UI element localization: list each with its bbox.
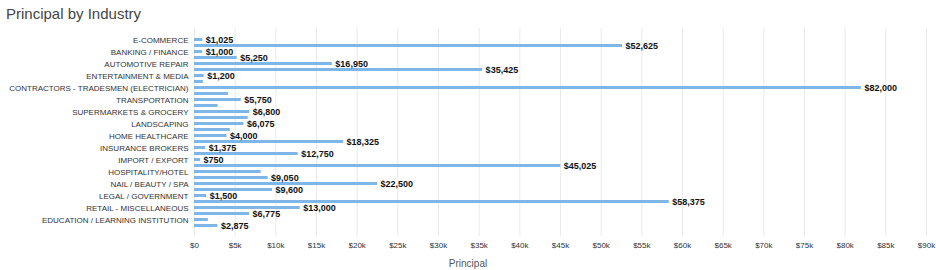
svg-text:LANDSCAPING: LANDSCAPING <box>131 120 188 129</box>
svg-text:AUTOMOTIVE REPAIR: AUTOMOTIVE REPAIR <box>104 60 188 69</box>
svg-text:$5,750: $5,750 <box>244 95 272 105</box>
svg-text:$52,625: $52,625 <box>626 41 659 51</box>
svg-text:BANKING / FINANCE: BANKING / FINANCE <box>111 48 189 57</box>
svg-text:$0: $0 <box>190 241 199 250</box>
svg-text:$70k: $70k <box>755 241 773 250</box>
svg-text:INSURANCE BROKERS: INSURANCE BROKERS <box>100 144 188 153</box>
svg-text:$80k: $80k <box>836 241 854 250</box>
svg-text:$45k: $45k <box>552 241 570 250</box>
svg-text:$58,375: $58,375 <box>672 197 705 207</box>
svg-text:$2,875: $2,875 <box>221 221 249 231</box>
svg-text:HOSPITALITY/HOTEL: HOSPITALITY/HOTEL <box>108 168 189 177</box>
svg-text:$35,425: $35,425 <box>486 65 519 75</box>
svg-text:$30k: $30k <box>430 241 448 250</box>
svg-text:$6,800: $6,800 <box>253 107 281 117</box>
svg-text:$55k: $55k <box>633 241 651 250</box>
svg-text:$15k: $15k <box>308 241 326 250</box>
svg-text:$20k: $20k <box>348 241 366 250</box>
svg-text:$60k: $60k <box>674 241 692 250</box>
svg-text:$40k: $40k <box>511 241 529 250</box>
svg-text:$45,025: $45,025 <box>564 161 597 171</box>
svg-text:$13,000: $13,000 <box>303 203 336 213</box>
svg-text:$5,250: $5,250 <box>240 53 268 63</box>
svg-text:$82,000: $82,000 <box>864 83 897 93</box>
html-text:Principal: Principal <box>448 258 488 269</box>
svg-text:$35k: $35k <box>470 241 488 250</box>
svg-text:E-COMMERCE: E-COMMERCE <box>133 36 189 45</box>
svg-text:$18,325: $18,325 <box>347 137 380 147</box>
svg-text:HOME HEALTHCARE: HOME HEALTHCARE <box>109 132 188 141</box>
svg-text:$65k: $65k <box>714 241 732 250</box>
svg-text:LEGAL / GOVERNMENT: LEGAL / GOVERNMENT <box>99 192 189 201</box>
svg-text:$6,775: $6,775 <box>253 209 281 219</box>
svg-text:TRANSPORTATION: TRANSPORTATION <box>116 96 189 105</box>
svg-text:$1,200: $1,200 <box>207 71 235 81</box>
svg-text:NAIL / BEAUTY / SPA: NAIL / BEAUTY / SPA <box>110 180 189 189</box>
svg-text:$85k: $85k <box>877 241 895 250</box>
svg-text:$90k: $90k <box>918 241 936 250</box>
svg-text:$50k: $50k <box>592 241 610 250</box>
svg-text:EDUCATION / LEARNING INSTITUTI: EDUCATION / LEARNING INSTITUTION <box>42 216 189 225</box>
svg-text:$750: $750 <box>204 155 224 165</box>
svg-text:RETAIL - MISCELLANEOUS: RETAIL - MISCELLANEOUS <box>86 204 188 213</box>
svg-text:IMPORT / EXPORT: IMPORT / EXPORT <box>118 156 188 165</box>
svg-text:$75k: $75k <box>796 241 814 250</box>
svg-text:$1,375: $1,375 <box>209 143 237 153</box>
svg-text:$9,050: $9,050 <box>271 173 299 183</box>
svg-text:$5k: $5k <box>229 241 243 250</box>
svg-text:$10k: $10k <box>267 241 285 250</box>
svg-text:$4,000: $4,000 <box>230 131 258 141</box>
html-text:Principal by Industry: Principal by Industry <box>6 5 142 22</box>
svg-text:$25k: $25k <box>389 241 407 250</box>
svg-text:CONTRACTORS - TRADESMEN (ELECT: CONTRACTORS - TRADESMEN (ELECTRICIAN) <box>9 84 189 93</box>
svg-text:$1,500: $1,500 <box>210 191 238 201</box>
svg-text:$6,075: $6,075 <box>247 119 275 129</box>
svg-text:ENTERTAINMENT & MEDIA: ENTERTAINMENT & MEDIA <box>86 72 189 81</box>
svg-text:$1,025: $1,025 <box>206 35 234 45</box>
svg-text:$16,950: $16,950 <box>335 59 368 69</box>
svg-text:$22,500: $22,500 <box>381 179 414 189</box>
svg-text:SUPERMARKETS & GROCERY: SUPERMARKETS & GROCERY <box>72 108 189 117</box>
svg-text:$1,000: $1,000 <box>206 47 234 57</box>
svg-text:$9,600: $9,600 <box>276 185 304 195</box>
svg-text:$12,750: $12,750 <box>301 149 334 159</box>
